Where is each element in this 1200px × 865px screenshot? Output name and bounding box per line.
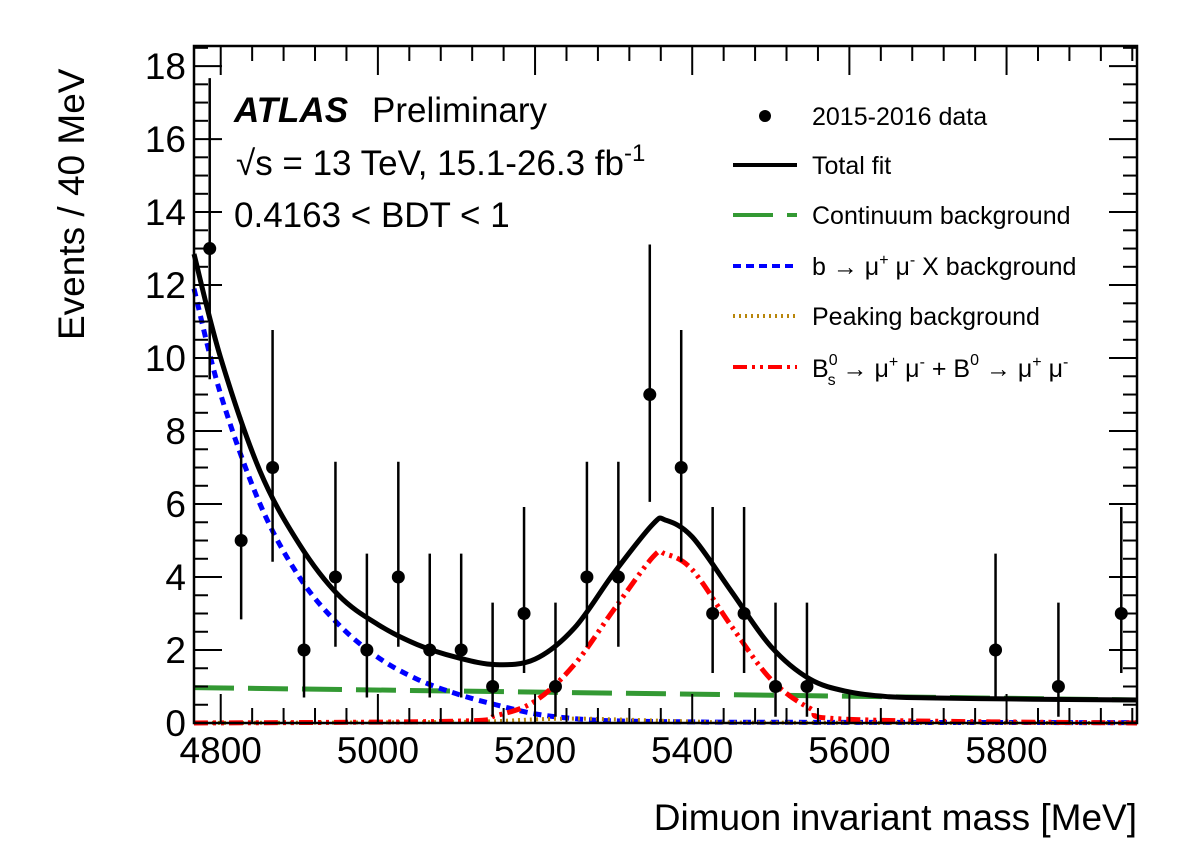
legend-label-peaking: Peaking background (812, 303, 1040, 331)
data-marker (454, 643, 468, 657)
x-tick-label: 4800 (180, 730, 262, 771)
legend-entry-continuum: Continuum background (733, 202, 1071, 230)
y-tick-label: 8 (165, 411, 186, 452)
data-marker (1051, 680, 1065, 694)
legend-entry-signal: B0 s → μ+ μ- + B0 → μ+ μ- (733, 352, 1068, 389)
data-point (737, 506, 751, 674)
atlas-label: ATLAS Preliminary √s = 13 TeV, 15.1-26.3… (233, 91, 645, 235)
data-point (360, 553, 374, 698)
x-tick-label: 5600 (808, 730, 890, 771)
data-marker (737, 607, 751, 621)
data-marker (203, 242, 217, 256)
y-tick-label: 0 (165, 703, 186, 744)
data-marker (769, 680, 783, 694)
atlas-status-label: Preliminary (372, 91, 548, 130)
data-marker (486, 680, 500, 694)
data-point (674, 329, 688, 562)
x-tick-label: 5000 (337, 730, 419, 771)
selection-label: 0.4163 < BDT < 1 (234, 196, 510, 235)
data-marker (266, 461, 280, 475)
data-marker (548, 680, 562, 694)
legend-label-bmumux: b → μ+ μ- X background (812, 252, 1076, 281)
data-point (800, 602, 814, 717)
axes: 4800 5000 5200 5400 5600 5800 0 2 4 6 8 10 12 14 16 18 (145, 44, 1139, 771)
data-point (706, 506, 720, 674)
x-axis-title: Dimuon invariant mass [MeV] (654, 797, 1137, 838)
data-point (297, 553, 311, 698)
x-tick-label: 5200 (494, 730, 576, 771)
data-point (486, 602, 500, 717)
data-marker (328, 570, 342, 584)
data-point (234, 417, 248, 620)
data-point (423, 553, 437, 698)
data-point (454, 553, 468, 698)
data-point (517, 506, 531, 674)
energy-lumi-text: √s = 13 TeV, 15.1-26.3 fb (236, 144, 624, 183)
data-point (611, 461, 625, 647)
legend: 2015-2016 data Total fit Continuum backg… (733, 103, 1076, 389)
data-point (328, 461, 342, 647)
y-tick-label: 12 (145, 265, 186, 306)
energy-lumi-superscript: -1 (624, 140, 645, 167)
data-marker (989, 643, 1003, 657)
x-tick-label: 5800 (965, 730, 1047, 771)
legend-entry-data: 2015-2016 data (759, 103, 987, 131)
legend-label-signal: B0 s → μ+ μ- + B0 → μ+ μ- (812, 352, 1068, 389)
legend-label-continuum: Continuum background (812, 202, 1071, 230)
y-tick-label: 6 (165, 484, 186, 525)
data-marker (580, 570, 594, 584)
legend-label-data: 2015-2016 data (812, 103, 987, 131)
y-tick-label: 18 (145, 46, 186, 87)
data-marker (297, 643, 311, 657)
data-point (391, 461, 405, 647)
data-point (769, 602, 783, 717)
data-point (266, 329, 280, 562)
plot-frame (192, 44, 1139, 725)
curve-signal (193, 548, 1138, 726)
data-point (203, 78, 217, 380)
data-marker (517, 607, 531, 621)
data-marker (423, 643, 437, 657)
y-tick-label: 4 (165, 557, 186, 598)
legend-data-marker (759, 110, 771, 122)
atlas-experiment-label: ATLAS (233, 91, 348, 130)
data-marker (1114, 607, 1128, 621)
data-point (643, 244, 657, 502)
legend-label-total: Total fit (812, 152, 891, 180)
y-tick-label: 16 (145, 119, 186, 160)
data-marker (391, 570, 405, 584)
legend-entry-total: Total fit (733, 152, 891, 180)
data-marker (360, 643, 374, 657)
data-point (1114, 506, 1128, 674)
legend-entry-bmumux: b → μ+ μ- X background (733, 252, 1076, 281)
y-axis-title: Events / 40 MeV (51, 68, 92, 340)
y-tick-label: 14 (145, 192, 186, 233)
data-point (580, 461, 594, 647)
data-marker (674, 461, 688, 475)
data-marker (800, 680, 814, 694)
data-point (1051, 602, 1065, 717)
data-points (203, 78, 1128, 717)
data-marker (643, 388, 657, 402)
energy-lumi-label: √s = 13 TeV, 15.1-26.3 fb-1 (236, 140, 645, 183)
data-marker (611, 570, 625, 584)
data-point (989, 553, 1003, 698)
data-marker (706, 607, 720, 621)
y-tick-label: 10 (145, 338, 186, 379)
legend-entry-peaking: Peaking background (733, 303, 1040, 331)
data-point (548, 602, 562, 717)
x-tick-label: 5400 (651, 730, 733, 771)
data-marker (234, 534, 248, 548)
y-tick-label: 2 (165, 630, 186, 671)
